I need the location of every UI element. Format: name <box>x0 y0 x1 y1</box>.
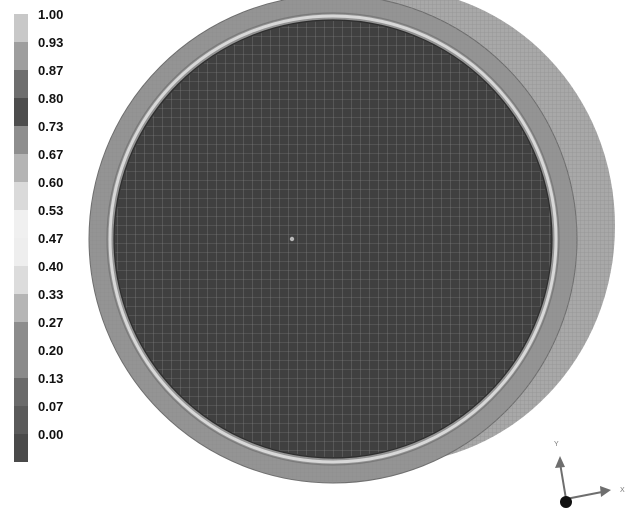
legend-row: 0.07 <box>14 400 84 434</box>
legend-label: 0.73 <box>38 119 64 134</box>
legend-swatch <box>14 434 28 462</box>
legend-label: 0.53 <box>38 203 64 218</box>
meshed-face <box>113 19 553 459</box>
legend-swatch <box>14 14 28 42</box>
legend-label: 0.67 <box>38 147 64 162</box>
legend-label: 1.00 <box>38 7 64 22</box>
legend-row: 0.40 <box>14 260 84 294</box>
y-axis-label: Y <box>554 441 559 448</box>
contour-legend: 1.00 0.93 0.87 0.80 0.73 0.67 0.60 0.53 0.47 0.40… <box>14 8 84 462</box>
coordinate-triad: Y X <box>554 441 625 508</box>
legend-row: 0.27 <box>14 316 84 350</box>
legend-swatch <box>14 70 28 98</box>
legend-swatch <box>14 406 28 434</box>
legend-row: 1.00 <box>14 8 84 42</box>
legend-row: 0.47 <box>14 232 84 266</box>
legend-swatch <box>14 322 28 350</box>
legend-row: 0.87 <box>14 64 84 98</box>
legend-label: 0.40 <box>38 259 64 274</box>
legend-row: 0.20 <box>14 344 84 378</box>
legend-label: 0.93 <box>38 35 64 50</box>
legend-swatch <box>14 98 28 126</box>
legend-label: 0.33 <box>38 287 64 302</box>
legend-label: 0.27 <box>38 315 64 330</box>
legend-swatch <box>14 210 28 238</box>
legend-swatch <box>14 266 28 294</box>
inner-ring-edge <box>106 12 560 466</box>
legend-label: 0.20 <box>38 343 64 358</box>
y-axis-arrowhead <box>555 456 565 468</box>
legend-swatch <box>14 154 28 182</box>
legend-label: 0.47 <box>38 231 64 246</box>
legend-label: 0.13 <box>38 371 64 386</box>
legend-swatch <box>14 126 28 154</box>
origin-marker <box>560 496 572 508</box>
x-axis-line <box>565 491 603 500</box>
legend-row: 0.73 <box>14 120 84 154</box>
legend-swatch <box>14 238 28 266</box>
inner-ring-light <box>108 14 558 464</box>
legend-row: 0.60 <box>14 176 84 210</box>
legend-label: 0.60 <box>38 175 64 190</box>
legend-row: 0.13 <box>14 372 84 406</box>
x-axis-label: X <box>620 487 625 494</box>
legend-row: 0.53 <box>14 204 84 238</box>
y-axis-line <box>559 462 567 500</box>
legend-row: 0.00 <box>14 428 84 462</box>
legend-swatch <box>14 378 28 406</box>
x-axis-arrowhead <box>600 486 611 497</box>
legend-row: 0.67 <box>14 148 84 182</box>
legend-row: 0.80 <box>14 92 84 126</box>
legend-swatch <box>14 294 28 322</box>
legend-label: 0.07 <box>38 399 64 414</box>
legend-swatch <box>14 42 28 70</box>
legend-row: 0.93 <box>14 36 84 70</box>
legend-label: 0.80 <box>38 91 64 106</box>
legend-label: 0.00 <box>38 427 64 442</box>
legend-swatch <box>14 182 28 210</box>
legend-label: 0.87 <box>38 63 64 78</box>
center-node-marker <box>289 236 295 242</box>
legend-swatch <box>14 350 28 378</box>
legend-row: 0.33 <box>14 288 84 322</box>
